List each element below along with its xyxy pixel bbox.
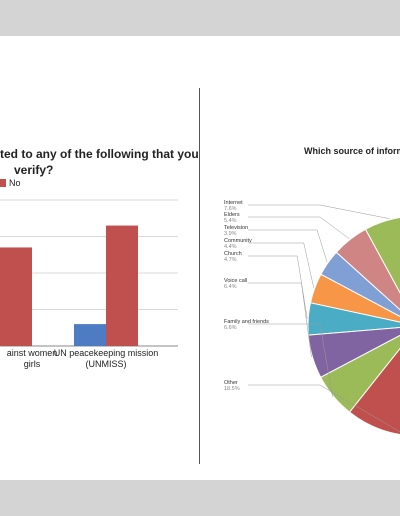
pie-leader-line — [248, 384, 400, 433]
pie-leader-line — [248, 255, 308, 319]
pie-value-internet: 7.6% — [224, 206, 237, 212]
pie-label-family-and-friends: Family and friends — [224, 319, 269, 325]
legend-no-swatch — [0, 179, 6, 187]
pie-leader-line — [248, 216, 350, 240]
pie-chart-title: Which source of inform — [304, 146, 400, 156]
bar-no-2 — [106, 225, 138, 346]
pie-label-internet: Internet — [224, 200, 243, 206]
pie-leader-line — [248, 323, 333, 397]
legend-no-label: No — [9, 178, 21, 188]
pie-slice-other — [348, 347, 400, 435]
bar-chart-title-line2: verify? — [14, 163, 53, 177]
category-label-2-line2: (UNMISS) — [86, 359, 127, 369]
pie-value-family-and-friends: 6.6% — [224, 325, 237, 331]
category-label-2-line1: UN peacekeeping mission — [54, 348, 159, 358]
bar-yes-2 — [74, 324, 106, 346]
pie-chart-labels: Internet7.6%Elders5.4%Television3.9%Comm… — [224, 200, 400, 433]
slide-divider — [199, 88, 200, 464]
pie-label-voice-call: Voice call — [224, 278, 247, 284]
pie-leader-line — [248, 242, 315, 288]
pie-label-church: Church — [224, 251, 242, 257]
pie-value-voice-call: 6.4% — [224, 284, 237, 290]
bar-chart-title-line1: ted to any of the following that you — [0, 147, 199, 161]
pie-label-community: Community — [224, 238, 252, 244]
pie-leader-line — [248, 282, 312, 358]
pie-label-elders: Elders — [224, 212, 240, 218]
pie-value-other: 18.5% — [224, 386, 240, 392]
pie-chart-slices — [307, 217, 400, 435]
pie-label-other: Other — [224, 380, 238, 386]
slide-charts: ted to any of the following that you ver… — [0, 146, 400, 435]
pie-value-community: 4.4% — [224, 244, 237, 250]
pie-leader-line — [248, 204, 390, 219]
pie-leader-line — [248, 229, 328, 263]
pie-value-television: 3.9% — [224, 231, 237, 237]
pie-value-church: 4.7% — [224, 257, 237, 263]
bar-chart-bars — [0, 225, 138, 346]
pie-label-television: Television — [224, 225, 248, 231]
category-label-1-line1: ainst women — [7, 348, 58, 358]
category-label-1-line2: girls — [24, 359, 41, 369]
pie-value-elders: 5.4% — [224, 218, 237, 224]
bar-no-1 — [0, 247, 32, 346]
presentation-slide: ted to any of the following that you ver… — [0, 36, 400, 480]
